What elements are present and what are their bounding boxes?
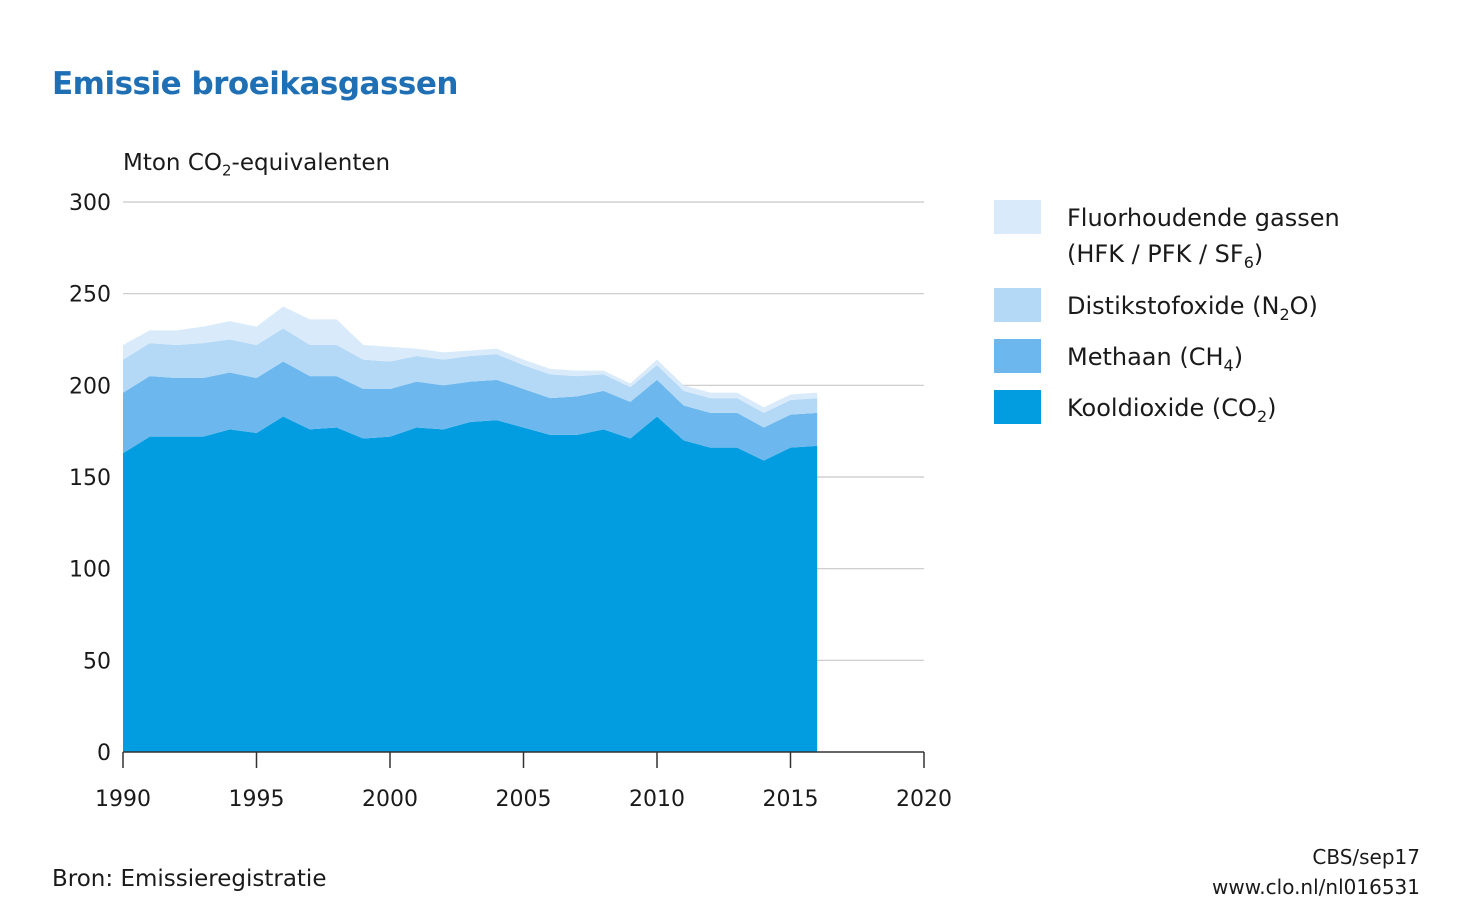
y-axis-label-sub: 2 [222, 161, 232, 180]
y-axis-label-rest: -equivalenten [231, 150, 391, 176]
y-tick-label-150: 150 [69, 466, 111, 491]
legend-label-ch4-sub: 4 [1223, 355, 1234, 375]
legend-label-kooldioxide: Kooldioxide (CO2) [1067, 390, 1277, 435]
x-tick-label-1990: 1990 [95, 787, 151, 812]
legend-label-fluor-line2-sub: 6 [1243, 252, 1254, 272]
x-tick-label-2010: 2010 [629, 787, 685, 812]
x-tick-label-2020: 2020 [896, 787, 952, 812]
tick-labels: 1990 1995 2000 2005 2010 2015 2020 0 50 100 150 200… [69, 191, 952, 812]
area-series [123, 306, 818, 753]
x-tick-label-2005: 2005 [496, 787, 552, 812]
x-tick-label-2015: 2015 [763, 787, 819, 812]
y-tick-label-100: 100 [69, 558, 111, 583]
y-tick-label-50: 50 [83, 649, 111, 674]
y-tick-label-200: 200 [69, 374, 111, 399]
legend-swatch-fluorhoudende-gassen [994, 200, 1041, 234]
legend-label-co2-sub: 2 [1256, 406, 1268, 426]
y-tick-label-300: 300 [69, 191, 111, 216]
legend-label-ch4-rest: ) [1233, 343, 1244, 371]
area-series-2[interactable] [123, 328, 818, 428]
area-series-0[interactable] [123, 416, 818, 753]
legend-swatch-methaan [994, 339, 1041, 373]
legend-swatch-distikstofoxide [994, 288, 1041, 322]
legend-label-co2-rest: ) [1267, 394, 1277, 422]
chart-title: Emissie broeikasgassen [52, 66, 458, 102]
credit-line-1: CBS/sep17 [1312, 845, 1420, 869]
legend-label-fluorhoudende-gassen: Fluorhoudende gassen (HFK / PFK / SF6) [1067, 200, 1340, 281]
legend-label-methaan: Methaan (CH4) [1067, 339, 1243, 384]
legend-label-n2o-main: Distikstofoxide (N [1067, 292, 1280, 320]
legend-label-distikstofoxide: Distikstofoxide (N2O) [1067, 288, 1318, 333]
credit-line-2[interactable]: www.clo.nl/nl016531 [1212, 875, 1420, 899]
area-series-1[interactable] [123, 361, 818, 461]
x-tick-label-2000: 2000 [362, 787, 418, 812]
legend-label-n2o-sub: 2 [1279, 304, 1290, 324]
legend-swatch-kooldioxide [994, 390, 1041, 424]
axes [122, 751, 925, 768]
legend-label-fluor-line1: Fluorhoudende gassen [1067, 204, 1340, 232]
y-axis-label: Mton CO2-equivalenten [123, 150, 390, 180]
legend-label-fluor-line2-rest: ) [1253, 240, 1264, 268]
source-note: Bron: Emissieregistratie [52, 866, 327, 892]
x-tick-label-1995: 1995 [229, 787, 285, 812]
legend-label-co2-main: Kooldioxide (CO [1067, 394, 1257, 422]
legend-label-fluor-line2-main: (HFK / PFK / SF [1067, 240, 1244, 268]
y-tick-label-250: 250 [69, 283, 111, 308]
credit: CBS/sep17 www.clo.nl/nl016531 [1212, 842, 1420, 902]
area-series-3[interactable] [123, 306, 818, 413]
legend-label-n2o-rest: O) [1289, 292, 1318, 320]
y-axis-label-main: Mton CO [123, 150, 222, 176]
y-tick-label-0: 0 [97, 741, 111, 766]
legend-label-ch4-main: Methaan (CH [1067, 343, 1224, 371]
